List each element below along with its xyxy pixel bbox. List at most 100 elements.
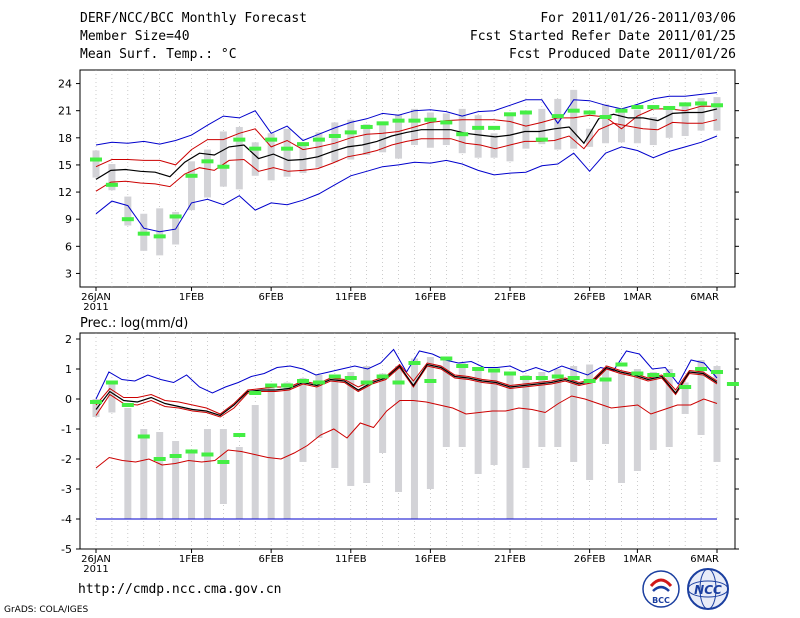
member-size: Member Size=40 (80, 29, 190, 44)
temp-min-line (95, 135, 718, 233)
temp-spread-box (92, 150, 100, 178)
prec-observed-marker (344, 376, 357, 380)
prec-observed-marker (519, 376, 532, 380)
temp-mean-line (95, 108, 718, 180)
temp-observed-marker (105, 182, 118, 187)
prec-observed-marker (408, 361, 421, 365)
prec-observed-marker (679, 385, 692, 389)
prec-observed-marker (312, 380, 325, 385)
temp-observed-marker (663, 105, 676, 110)
temp-observed-marker (519, 110, 532, 115)
temp-spread-box (474, 115, 482, 158)
prec-ytick-label: -1 (61, 423, 72, 436)
prec-observed-marker (360, 380, 373, 385)
temp-observed-marker (695, 101, 708, 106)
prec-observed-marker (726, 382, 739, 386)
prec-spread-box (522, 375, 530, 468)
temp-spread-box (363, 124, 371, 155)
temp-spread-box (315, 132, 323, 168)
prec-ytick-label: -3 (61, 483, 72, 496)
prec-xtick-label: 1MAR (623, 554, 652, 565)
prec-spread-box (458, 363, 466, 447)
temp-ytick-label: 9 (65, 213, 72, 226)
prec-ytick-label: -5 (61, 543, 72, 556)
prec-title: Prec.: log(mm/d) (80, 316, 188, 331)
prec-spread-box (395, 366, 403, 492)
temp-spread-box (522, 111, 530, 149)
prec-spread-box (363, 366, 371, 483)
prec-observed-marker (105, 380, 118, 385)
variable-label: Mean Surf. Temp.: °C (80, 47, 237, 62)
prec-observed-marker (249, 391, 262, 395)
prec-spread-box (554, 369, 562, 447)
temp-spread-box (458, 108, 466, 154)
temp-observed-marker (376, 121, 389, 126)
temp-observed-marker (551, 114, 564, 119)
prec-xtick-label: 26FEB (574, 554, 606, 565)
temp-spread-box (554, 98, 562, 150)
temp-ytick-label: 18 (58, 132, 72, 145)
produced-date: Fcst Produced Date 2011/01/26 (509, 47, 736, 62)
temp-observed-marker (583, 110, 596, 115)
temp-observed-marker (249, 146, 262, 151)
prec-spread-box (697, 360, 705, 435)
prec-observed-marker (392, 380, 405, 385)
source-url[interactable]: http://cmdp.ncc.cma.gov.cn (78, 582, 282, 597)
prec-observed-marker (121, 403, 134, 407)
prec-ytick-label: 1 (65, 363, 72, 376)
temp-spread-box (586, 128, 594, 147)
temp-observed-marker (424, 117, 437, 122)
prec-observed-marker (169, 454, 182, 458)
ncc-logo-text: NCC (694, 583, 722, 597)
prec-observed-marker (504, 371, 516, 376)
temp-xtick-label: 26FEB (574, 292, 606, 303)
temp-spread-box (347, 119, 355, 160)
temp-ytick-label: 3 (65, 267, 72, 280)
temp-spread-box (379, 121, 387, 153)
prec-spread-box (299, 378, 307, 462)
temp-spread-box (649, 117, 657, 146)
forecast-period: For 2011/01/26-2011/03/06 (540, 11, 736, 26)
temp-observed-marker (233, 137, 246, 142)
temp-spread-box (506, 112, 514, 162)
prec-observed-marker (535, 376, 548, 380)
temp-lower-std-line (95, 119, 718, 192)
prec-xtick-label: 26JAN (81, 554, 111, 565)
temp-spread-box (681, 103, 689, 137)
temp-ytick-label: 6 (65, 240, 72, 253)
prec-xtick-label: 1FEB (179, 554, 204, 565)
grads-credit: GrADS: COLA/IGES (4, 605, 89, 615)
temp-spread-box (219, 131, 227, 187)
temp-observed-marker (281, 146, 294, 151)
temp-spread-box (251, 142, 259, 176)
temp-observed-marker (201, 159, 214, 164)
temp-spread-box (267, 133, 275, 181)
prec-ytick-label: -4 (61, 513, 72, 526)
prec-spread-box (92, 399, 100, 417)
prec-xtick-label: 21FEB (494, 554, 526, 565)
temp-observed-marker (472, 125, 485, 130)
prec-observed-marker (663, 373, 676, 377)
prec-observed-marker (90, 400, 102, 404)
prec-ytick-label: 2 (65, 333, 72, 346)
prec-spread-box (570, 366, 578, 462)
prec-observed-marker (695, 367, 708, 371)
prec-observed-marker (615, 362, 628, 367)
prec-observed-marker (551, 374, 564, 379)
prec-spread-box (188, 453, 196, 519)
prec-spread-box (474, 367, 482, 474)
prec-xtick-label: 6FEB (259, 554, 284, 565)
prec-spread-box (713, 366, 721, 462)
temp-max-line (95, 92, 718, 146)
temp-ytick-label: 12 (58, 186, 72, 199)
temp-spread-box (395, 114, 403, 159)
temp-spread-box (299, 144, 307, 174)
prec-observed-marker (281, 383, 294, 388)
temp-spread-box (490, 133, 498, 158)
prec-ytick-label: 0 (65, 393, 72, 406)
temp-spread-box (713, 97, 721, 131)
prec-xtick-label: 16FEB (415, 554, 447, 565)
prec-spread-box (633, 369, 641, 471)
prec-observed-marker (265, 383, 278, 388)
